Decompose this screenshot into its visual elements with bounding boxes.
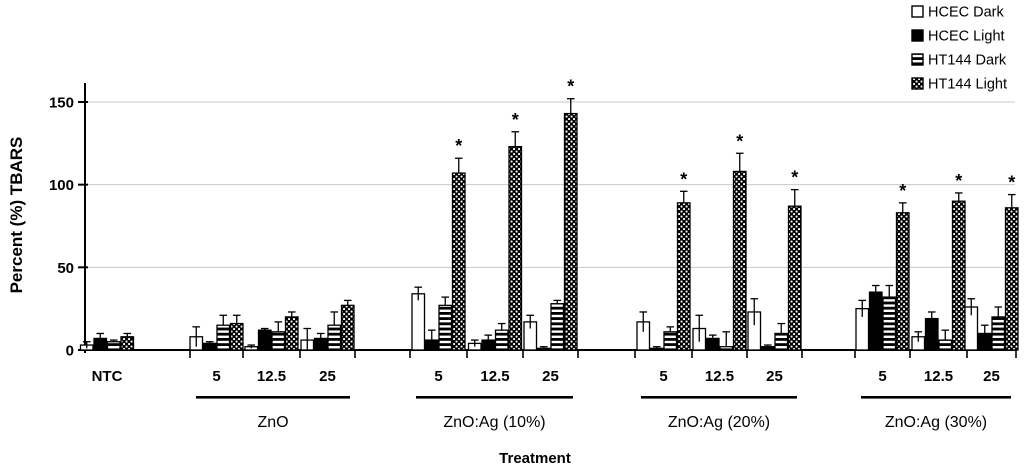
bar-ht144-dark <box>106 341 121 351</box>
bar-hcec-light <box>649 347 664 351</box>
bar-ht144-dark <box>327 324 342 351</box>
dose-label: 12.5 <box>924 368 953 385</box>
bar-hcec-light <box>257 329 272 351</box>
group-label: ZnO <box>257 414 288 431</box>
group-label: ZnO:Ag (10%) <box>443 414 545 431</box>
bar-hcec-light <box>202 342 217 351</box>
legend-item: HCEC Light <box>911 29 1005 45</box>
significance-asterisk: * <box>512 110 519 130</box>
bar-hcec-light <box>760 346 775 351</box>
legend-label: HCEC Light <box>928 29 1005 45</box>
bar-ht144-light <box>340 304 355 351</box>
bar-hcec-light <box>705 337 720 351</box>
bar-ht144-light <box>451 172 466 351</box>
group-rule <box>416 396 573 399</box>
dose-label: 12.5 <box>480 368 509 385</box>
bar-hcec-light <box>93 337 108 351</box>
legend-item: HT144 Dark <box>911 53 1007 69</box>
dose-label: 25 <box>766 368 783 385</box>
significance-asterisk: * <box>1008 173 1015 193</box>
bar-ht144-light <box>732 170 747 351</box>
dose-label: 25 <box>983 368 1000 385</box>
dose-label: 5 <box>659 368 667 385</box>
legend-label: HCEC Dark <box>928 5 1004 21</box>
legend-swatch-hcec-light <box>911 29 924 42</box>
bar-ht144-dark <box>719 346 734 351</box>
y-tick-label: 50 <box>57 260 74 277</box>
significance-asterisk: * <box>899 181 906 201</box>
dose-label: 5 <box>212 368 220 385</box>
bar-hcec-light <box>536 347 551 351</box>
significance-asterisk: * <box>736 131 743 151</box>
dose-label: 5 <box>878 368 886 385</box>
bar-hcec-light <box>313 337 328 351</box>
significance-asterisk: * <box>455 136 462 156</box>
legend-item: HCEC Dark <box>911 5 1004 21</box>
bar-ht144-light <box>563 112 578 351</box>
bar-hcec-light <box>424 339 439 351</box>
group-rule <box>861 396 1011 399</box>
x-axis-title: Treatment <box>499 450 571 467</box>
group-rule <box>641 396 797 399</box>
bar-ht144-dark <box>271 331 286 351</box>
dose-label: 25 <box>319 368 336 385</box>
y-tick-label: 0 <box>66 343 74 360</box>
legend-swatch-hcec-dark <box>911 5 924 18</box>
bar-hcec-light <box>977 332 992 351</box>
y-tick-label: 150 <box>49 95 74 112</box>
significance-asterisk: * <box>791 168 798 188</box>
bar-hcec-light <box>868 291 883 351</box>
dose-label: 5 <box>434 368 442 385</box>
dose-label: NTC <box>92 368 123 385</box>
group-rule <box>196 396 350 399</box>
bar-ht144-dark <box>663 331 678 351</box>
bar-ht144-light <box>508 145 523 351</box>
bar-hcec-light <box>481 339 496 351</box>
dose-label: 12.5 <box>705 368 734 385</box>
bar-ht144-dark <box>438 304 453 351</box>
group-label: ZnO:Ag (30%) <box>885 414 987 431</box>
group-label: ZnO:Ag (20%) <box>668 414 770 431</box>
legend-swatch-ht144-light <box>911 77 924 90</box>
significance-asterisk: * <box>567 77 574 97</box>
y-tick-label: 100 <box>49 177 74 194</box>
significance-asterisk: * <box>955 171 962 191</box>
bar-ht144-dark <box>216 324 231 351</box>
bar-ht144-dark <box>991 316 1006 351</box>
bar-ht144-light <box>676 202 691 351</box>
legend-swatch-ht144-dark <box>911 53 924 66</box>
bar-hcec-light <box>924 317 939 351</box>
dose-label: 12.5 <box>257 368 286 385</box>
bar-ht144-dark <box>494 329 509 351</box>
bar-ht144-light <box>120 336 135 351</box>
bar-ht144-light <box>951 200 966 351</box>
bar-ht144-light <box>1004 207 1019 351</box>
bar-ht144-dark <box>550 303 565 351</box>
bar-hcec-dark <box>411 293 426 351</box>
legend-label: HT144 Light <box>928 77 1007 93</box>
bar-ht144-light <box>895 212 910 351</box>
bar-ht144-dark <box>938 339 953 351</box>
significance-asterisk: * <box>680 169 687 189</box>
bar-ht144-dark <box>882 296 897 351</box>
bar-ht144-dark <box>774 332 789 351</box>
legend: HCEC Dark HCEC Light HT144 Dark HT144 Light <box>911 5 1007 93</box>
bar-ht144-light <box>787 205 802 351</box>
bar-ht144-light <box>284 316 299 351</box>
legend-item: HT144 Light <box>911 77 1007 93</box>
legend-label: HT144 Dark <box>928 53 1007 69</box>
bar-ht144-light <box>229 322 244 351</box>
dose-label: 25 <box>542 368 559 385</box>
